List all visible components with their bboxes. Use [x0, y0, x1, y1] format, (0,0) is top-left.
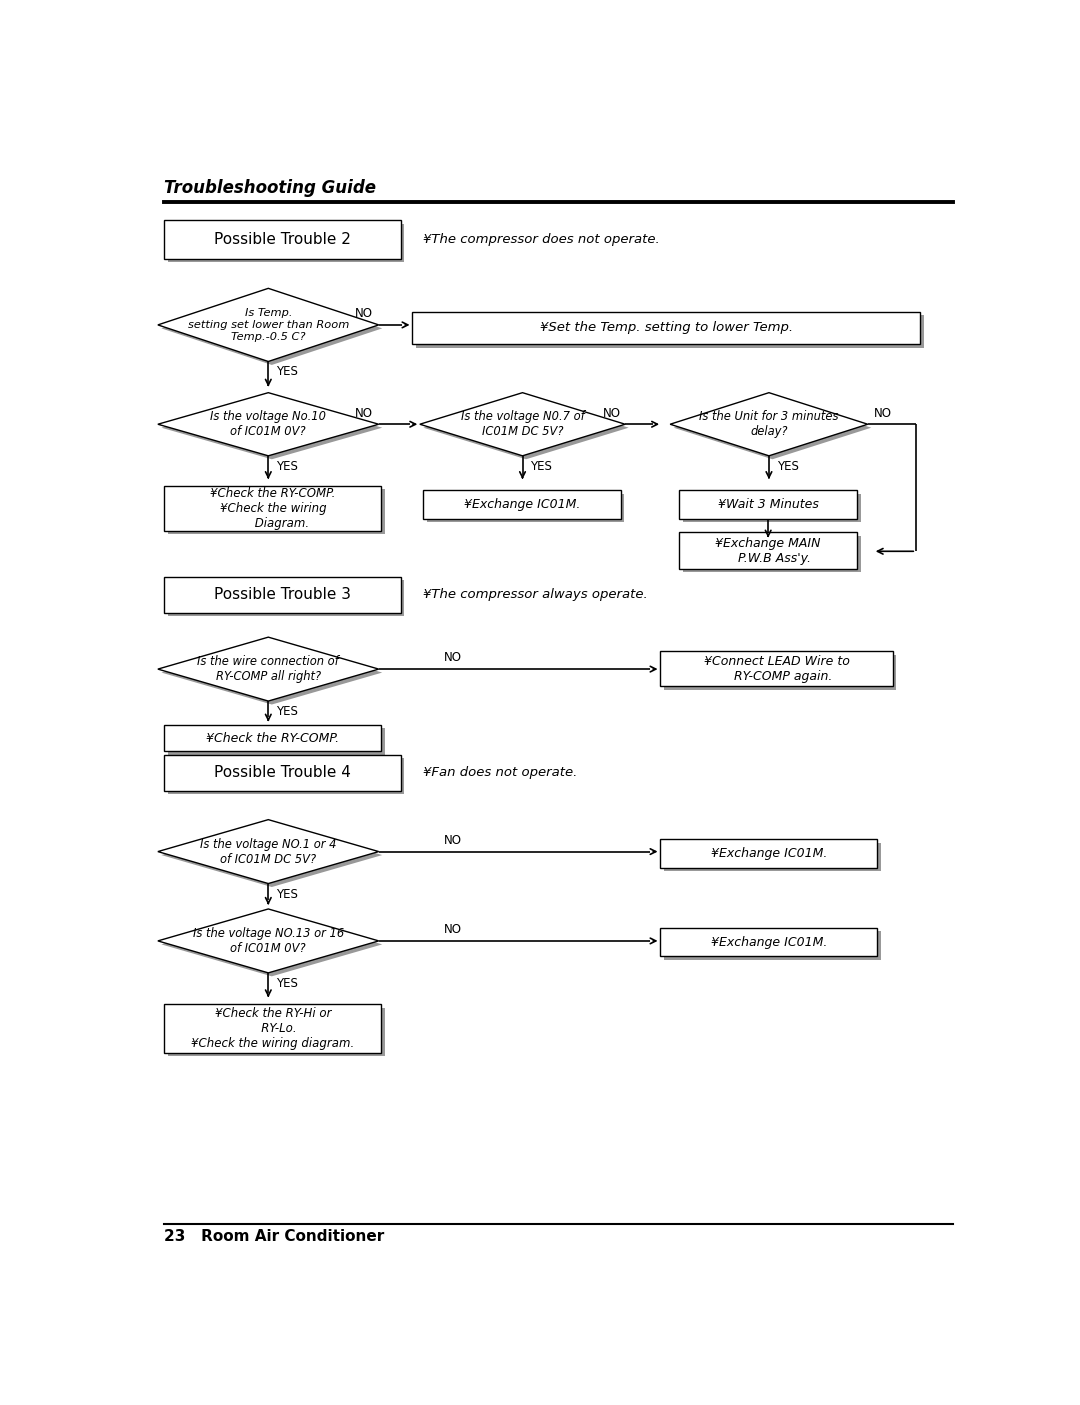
Text: YES: YES: [276, 459, 298, 472]
Text: Is the Unit for 3 minutes
delay?: Is the Unit for 3 minutes delay?: [699, 410, 839, 438]
Text: NO: NO: [444, 835, 462, 847]
Polygon shape: [670, 392, 867, 455]
FancyBboxPatch shape: [664, 932, 881, 960]
Text: Possible Trouble 4: Possible Trouble 4: [214, 766, 351, 780]
Text: NO: NO: [444, 923, 462, 936]
FancyBboxPatch shape: [423, 490, 621, 518]
FancyBboxPatch shape: [661, 839, 877, 868]
Polygon shape: [674, 396, 872, 459]
Text: Troubleshooting Guide: Troubleshooting Guide: [164, 178, 377, 197]
FancyBboxPatch shape: [164, 1005, 381, 1052]
Text: Is the voltage NO.13 or 16
of IC01M 0V?: Is the voltage NO.13 or 16 of IC01M 0V?: [192, 927, 343, 955]
Text: YES: YES: [276, 705, 298, 718]
Text: Possible Trouble 2: Possible Trouble 2: [214, 232, 351, 247]
Text: NO: NO: [603, 406, 621, 420]
FancyBboxPatch shape: [416, 315, 923, 347]
FancyBboxPatch shape: [164, 221, 401, 259]
FancyBboxPatch shape: [167, 580, 404, 617]
Text: ¥Exchange IC01M.: ¥Exchange IC01M.: [711, 847, 827, 860]
Text: Possible Trouble 3: Possible Trouble 3: [214, 587, 351, 603]
FancyBboxPatch shape: [164, 486, 381, 531]
Text: Is the voltage NO.1 or 4
of IC01M DC 5V?: Is the voltage NO.1 or 4 of IC01M DC 5V?: [200, 837, 337, 865]
Text: YES: YES: [276, 888, 298, 901]
Text: ¥Check the RY-Hi or
   RY-Lo.
¥Check the wiring diagram.: ¥Check the RY-Hi or RY-Lo. ¥Check the wi…: [191, 1007, 354, 1050]
FancyBboxPatch shape: [683, 495, 861, 523]
Polygon shape: [161, 912, 382, 976]
Text: ¥The compressor always operate.: ¥The compressor always operate.: [423, 589, 648, 601]
Text: YES: YES: [276, 365, 298, 378]
Text: Is the voltage No.10
of IC01M 0V?: Is the voltage No.10 of IC01M 0V?: [211, 410, 326, 438]
FancyBboxPatch shape: [664, 843, 881, 871]
Text: ¥Exchange IC01M.: ¥Exchange IC01M.: [711, 936, 827, 948]
FancyBboxPatch shape: [427, 495, 624, 523]
FancyBboxPatch shape: [164, 725, 381, 752]
Polygon shape: [161, 823, 382, 887]
FancyBboxPatch shape: [661, 927, 877, 957]
FancyBboxPatch shape: [164, 754, 401, 791]
Text: Is Temp.
setting set lower than Room
Temp.-0.5 C?: Is Temp. setting set lower than Room Tem…: [188, 308, 349, 341]
Text: NO: NO: [354, 308, 373, 320]
Text: ¥Wait 3 Minutes: ¥Wait 3 Minutes: [718, 499, 819, 511]
FancyBboxPatch shape: [664, 655, 896, 690]
Polygon shape: [420, 392, 625, 455]
Polygon shape: [158, 288, 379, 361]
Text: ¥Fan does not operate.: ¥Fan does not operate.: [423, 766, 578, 780]
Polygon shape: [158, 909, 379, 972]
FancyBboxPatch shape: [679, 490, 858, 518]
Text: ¥Check the RY-COMP.
¥Check the wiring
     Diagram.: ¥Check the RY-COMP. ¥Check the wiring Di…: [211, 486, 336, 530]
Text: ¥Connect LEAD Wire to
   RY-COMP again.: ¥Connect LEAD Wire to RY-COMP again.: [704, 655, 850, 683]
Text: ¥Check the RY-COMP.: ¥Check the RY-COMP.: [206, 732, 339, 745]
FancyBboxPatch shape: [164, 576, 401, 613]
Text: YES: YES: [530, 459, 552, 472]
FancyBboxPatch shape: [167, 223, 404, 263]
FancyBboxPatch shape: [167, 728, 384, 754]
Polygon shape: [423, 396, 629, 459]
Polygon shape: [161, 292, 382, 365]
Text: ¥The compressor does not operate.: ¥The compressor does not operate.: [423, 233, 660, 246]
Polygon shape: [158, 392, 379, 455]
Text: NO: NO: [444, 652, 462, 665]
FancyBboxPatch shape: [167, 759, 404, 794]
Polygon shape: [158, 636, 379, 701]
Text: NO: NO: [354, 406, 373, 420]
FancyBboxPatch shape: [661, 652, 893, 686]
Polygon shape: [158, 819, 379, 884]
Text: NO: NO: [874, 406, 892, 420]
Text: YES: YES: [276, 976, 298, 991]
Text: ¥Set the Temp. setting to lower Temp.: ¥Set the Temp. setting to lower Temp.: [540, 322, 793, 334]
FancyBboxPatch shape: [679, 532, 858, 569]
Text: Is the wire connection of
RY-COMP all right?: Is the wire connection of RY-COMP all ri…: [198, 655, 339, 683]
FancyBboxPatch shape: [683, 535, 861, 572]
Text: ¥Exchange IC01M.: ¥Exchange IC01M.: [464, 499, 580, 511]
FancyBboxPatch shape: [167, 489, 384, 534]
Text: Is the voltage N0.7 of
IC01M DC 5V?: Is the voltage N0.7 of IC01M DC 5V?: [461, 410, 584, 438]
Text: 23   Room Air Conditioner: 23 Room Air Conditioner: [164, 1229, 384, 1243]
Text: ¥Exchange MAIN
   P.W.B Ass'y.: ¥Exchange MAIN P.W.B Ass'y.: [715, 537, 821, 565]
Polygon shape: [161, 396, 382, 459]
Polygon shape: [161, 641, 382, 704]
Text: YES: YES: [777, 459, 798, 472]
FancyBboxPatch shape: [413, 312, 920, 344]
FancyBboxPatch shape: [167, 1007, 384, 1057]
